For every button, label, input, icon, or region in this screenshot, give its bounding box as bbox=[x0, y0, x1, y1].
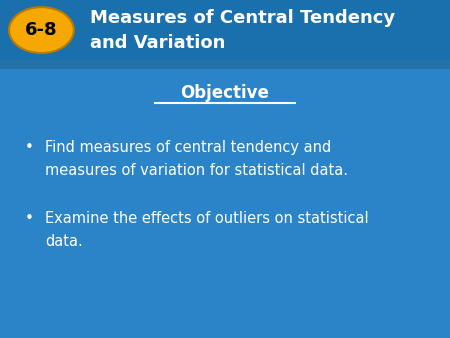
Text: measures of variation for statistical data.: measures of variation for statistical da… bbox=[45, 163, 348, 178]
Text: Examine the effects of outliers on statistical: Examine the effects of outliers on stati… bbox=[45, 211, 369, 225]
Text: Find measures of central tendency and: Find measures of central tendency and bbox=[45, 140, 331, 154]
Text: 6-8: 6-8 bbox=[25, 21, 58, 39]
Text: Measures of Central Tendency: Measures of Central Tendency bbox=[90, 9, 395, 27]
Ellipse shape bbox=[9, 7, 74, 53]
Text: Objective: Objective bbox=[180, 84, 270, 102]
Text: and Variation: and Variation bbox=[90, 34, 225, 52]
FancyBboxPatch shape bbox=[0, 0, 450, 60]
Text: •: • bbox=[25, 140, 34, 154]
Text: •: • bbox=[25, 211, 34, 225]
FancyBboxPatch shape bbox=[0, 60, 450, 69]
Text: data.: data. bbox=[45, 234, 83, 249]
